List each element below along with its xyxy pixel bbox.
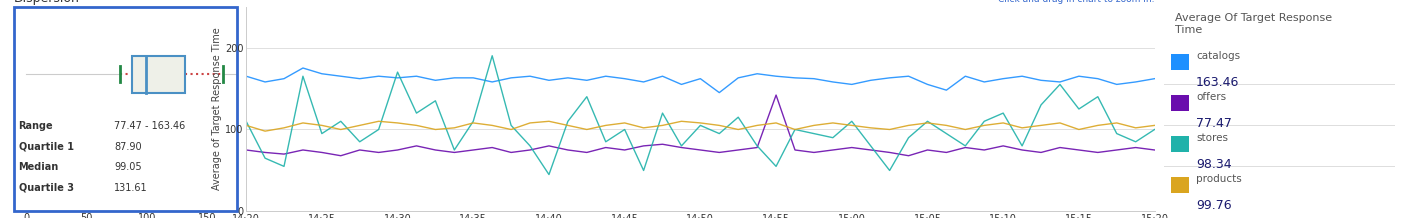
Text: 99.76: 99.76 — [1196, 199, 1231, 212]
FancyBboxPatch shape — [1171, 95, 1189, 111]
Text: Click and drag in chart to zoom in.: Click and drag in chart to zoom in. — [998, 0, 1154, 5]
Y-axis label: Average of Target Response Time: Average of Target Response Time — [213, 28, 223, 190]
Text: 77.47 - 163.46: 77.47 - 163.46 — [114, 121, 186, 131]
Text: products: products — [1196, 174, 1241, 184]
FancyBboxPatch shape — [1171, 136, 1189, 152]
Text: Quartile 3: Quartile 3 — [18, 183, 73, 193]
Text: Average Of Target Response
Time: Average Of Target Response Time — [1175, 13, 1333, 35]
Text: catalogs: catalogs — [1196, 51, 1240, 61]
Text: Median: Median — [18, 162, 59, 172]
FancyBboxPatch shape — [132, 56, 185, 93]
FancyBboxPatch shape — [1171, 177, 1189, 193]
FancyBboxPatch shape — [1171, 54, 1189, 70]
Text: 131.61: 131.61 — [114, 183, 148, 193]
Text: 77.47: 77.47 — [1196, 117, 1231, 130]
Text: offers: offers — [1196, 92, 1226, 102]
Text: Quartile 1: Quartile 1 — [18, 142, 73, 152]
Text: stores: stores — [1196, 133, 1229, 143]
Text: 163.46: 163.46 — [1196, 76, 1240, 89]
Text: Range: Range — [18, 121, 54, 131]
Text: 99.05: 99.05 — [114, 162, 142, 172]
Text: 98.34: 98.34 — [1196, 158, 1231, 171]
Text: Dispersion: Dispersion — [14, 0, 80, 5]
Text: 87.90: 87.90 — [114, 142, 142, 152]
